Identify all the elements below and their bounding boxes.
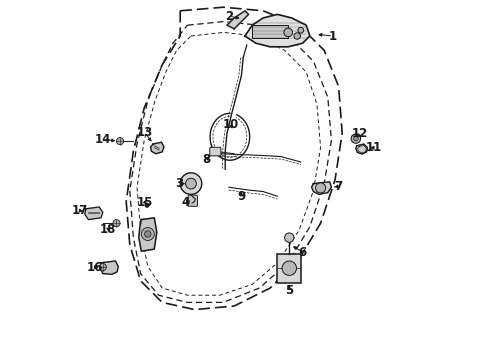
Text: 13: 13: [137, 126, 153, 139]
Text: 7: 7: [334, 180, 342, 193]
Polygon shape: [100, 261, 118, 274]
Text: 6: 6: [298, 246, 307, 258]
Text: 3: 3: [175, 177, 184, 190]
Circle shape: [117, 138, 123, 145]
Text: 8: 8: [202, 153, 211, 166]
Polygon shape: [85, 207, 103, 220]
Text: 10: 10: [222, 118, 239, 131]
Polygon shape: [356, 144, 368, 154]
Circle shape: [282, 261, 296, 275]
FancyBboxPatch shape: [252, 25, 288, 38]
Circle shape: [113, 220, 120, 227]
Text: 17: 17: [71, 204, 88, 217]
Circle shape: [316, 183, 326, 193]
Polygon shape: [312, 182, 331, 194]
Circle shape: [354, 136, 358, 141]
Circle shape: [141, 228, 154, 240]
Circle shape: [294, 33, 300, 39]
Text: 9: 9: [237, 190, 245, 203]
Circle shape: [298, 27, 304, 33]
Text: 4: 4: [181, 196, 190, 209]
Text: 1: 1: [329, 30, 337, 42]
Circle shape: [284, 28, 293, 37]
Text: 15: 15: [137, 196, 153, 209]
Text: 14: 14: [95, 133, 111, 146]
Circle shape: [145, 231, 151, 237]
Text: 12: 12: [352, 127, 368, 140]
Circle shape: [99, 264, 106, 271]
Polygon shape: [139, 218, 157, 251]
Text: 2: 2: [225, 10, 233, 23]
Text: 16: 16: [86, 261, 103, 274]
FancyBboxPatch shape: [188, 195, 197, 206]
Circle shape: [351, 134, 361, 143]
Circle shape: [285, 233, 294, 242]
Circle shape: [180, 173, 202, 194]
Text: 5: 5: [285, 284, 294, 297]
FancyBboxPatch shape: [277, 254, 301, 283]
Circle shape: [186, 178, 196, 189]
Polygon shape: [227, 11, 248, 29]
Text: 18: 18: [99, 223, 116, 236]
FancyBboxPatch shape: [210, 147, 221, 156]
Text: 11: 11: [366, 141, 382, 154]
Circle shape: [145, 203, 149, 207]
Polygon shape: [245, 14, 310, 47]
Polygon shape: [151, 142, 164, 154]
